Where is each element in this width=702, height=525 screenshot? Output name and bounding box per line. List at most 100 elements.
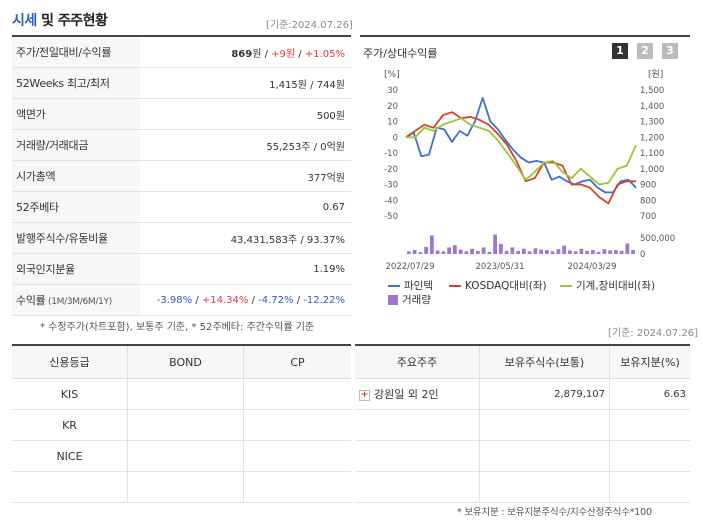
column-header: 신용등급 [12,346,128,379]
legend-label: 파인텍 [404,280,433,292]
volume-bar [516,250,520,254]
cp-cell [243,440,351,472]
expand-icon[interactable]: + [359,389,370,401]
quote-table: 주가/전일대비/수익률 869원 / +9원 / +1.05% 52Weeks … [12,37,351,316]
volume-bar [625,243,630,254]
price-value: 869원 / +9원 / +1.05% [140,37,351,68]
volume-bar [412,250,417,254]
holder-shares [479,471,610,503]
page-title: 시세 및 주주현황 [12,10,108,30]
volume-bar [556,249,561,254]
row-value: 55,253주 / 0억원 [140,129,351,161]
table-row: KR [12,409,351,441]
table-header-row: 주요주주 보유주식수(보통) 보유지분(%) [355,346,690,379]
left-tick-label: -10 [384,149,398,159]
period-button-2[interactable]: 2 [637,43,653,59]
volume-bar [470,248,474,254]
table-row: 52Weeks 최고/최저 1,415원 / 744원 [12,67,351,99]
legend-volume: 거래량 [388,292,431,307]
table-header-row: 신용등급 BOND CP [12,346,351,379]
volume-bar [533,248,538,254]
volume-bar [573,251,578,254]
row-label: 외국인지분율 [12,253,140,285]
table-row: KIS [12,378,351,410]
volume-bar [441,251,446,254]
return-1y: -12.22% [303,294,345,306]
left-axis-label: [%] [384,70,400,80]
table-row: 거래량/거래대금 55,253주 / 0억원 [12,129,351,161]
right-tick-label: 700 [640,212,656,222]
return-3m: +14.34% [201,294,249,306]
table-row [12,471,351,503]
major-holders-table: 주요주주 보유주식수(보통) 보유지분(%) + 강원일 외 2인 2,879,1… [355,346,690,503]
volume-bar [430,235,434,254]
column-header: 보유주식수(보통) [479,346,610,379]
cp-cell [243,409,351,441]
price-unit: 원 [252,48,262,60]
legend-bar-icon [388,295,398,305]
left-tick-label: 0 [393,133,398,143]
right-tick-label: 1,000 [640,165,664,175]
right-tick-label: 1,300 [640,118,664,128]
row-value: 1,415원 / 744원 [140,67,351,99]
agency-cell [12,471,128,503]
price-change-pct: +1.05% [304,48,345,60]
table-row: 액면가 500원 [12,98,351,130]
right-tick-label: 800 [640,196,656,206]
volume-bar [596,251,601,254]
volume-bar [619,250,624,254]
volume-bar [522,248,526,254]
holder-name-cell[interactable]: + 강원일 외 2인 [355,378,480,410]
agency-cell: NICE [12,440,128,472]
volume-bar [504,250,509,254]
series-line [405,97,637,194]
volume-bar [562,245,566,254]
volume-bar [510,247,515,254]
legend-line-icon [388,285,400,287]
holder-name [355,471,480,503]
volume-bar [602,249,607,254]
table-row: 52주베타 0.67 [12,191,351,223]
title-rest: 및 주주현황 [36,13,108,29]
chart-title: 주가/상대수익률 [363,47,438,60]
holder-name [355,440,480,472]
table-row: 발행주식수/유동비율 43,431,583주 / 93.37% [12,222,351,254]
holder-pct [609,471,690,503]
volume-bar [568,250,572,254]
divider [360,35,690,37]
divider [12,344,351,346]
cp-cell [243,471,351,503]
right-tick-label: 1,200 [640,133,664,143]
volume-bar [631,250,635,254]
row-value: 377억원 [140,160,351,192]
row-value: 1.19% [140,253,351,285]
volume-bar [493,234,497,254]
credit-rating-table: 신용등급 BOND CP KIS KR NICE [12,346,351,503]
holder-pct [609,409,690,441]
volume-bar [539,249,543,254]
column-header: BOND [127,346,244,379]
row-value: 0.67 [140,191,351,223]
table-row: NICE [12,440,351,472]
table-row [355,471,690,503]
bond-cell [127,409,244,441]
volume-bar [614,250,618,254]
holder-name [355,409,480,441]
legend-label: 거래량 [402,294,431,306]
volume-bar [418,252,423,254]
separator: / [261,48,272,60]
holders-note: * 보유지분 : 보유지분주식수/지수산정주식수*100 [457,507,652,518]
column-header: 주요주주 [355,346,480,379]
separator: / [295,48,305,60]
table-row [355,440,690,472]
volume-bar [407,251,411,254]
right-axis-label: [원] [648,69,663,80]
period-button-1[interactable]: 1 [612,43,628,59]
row-label: 발행주식수/유동비율 [12,222,140,254]
cp-cell [243,378,351,410]
table-row: + 강원일 외 2인 2,879,107 6.63 [355,378,690,410]
table-row: 시가총액 377억원 [12,160,351,192]
holder-shares [479,409,610,441]
row-label: 액면가 [12,98,140,130]
period-button-3[interactable]: 3 [662,43,678,59]
